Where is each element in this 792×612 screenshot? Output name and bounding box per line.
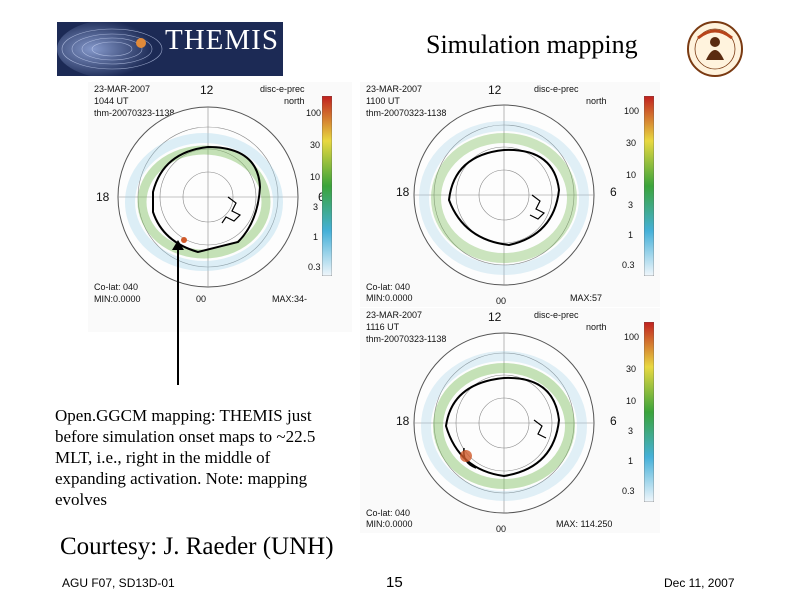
color-scale-bar <box>644 322 654 502</box>
scale-tick: 10 <box>626 396 637 406</box>
themis-badge-icon <box>686 20 744 78</box>
panel-min: MIN:0.0000 <box>94 294 141 304</box>
pointer-arrow <box>172 240 184 385</box>
scale-tick: 100 <box>306 108 322 118</box>
mlt-label-top: 12 <box>200 83 214 97</box>
mlt-label-left: 18 <box>396 185 410 199</box>
mlt-label-bottom: 00 <box>196 294 207 304</box>
panel-date: 23-MAR-2007 <box>94 84 151 94</box>
aurora-map-panel-1: 23-MAR-2007 1044 UT thm-20070323-1138 di… <box>88 82 352 332</box>
mlt-label-right: 6 <box>318 190 325 204</box>
panel-colat: Co-lat: 040 <box>94 282 139 292</box>
scale-tick: 30 <box>626 364 637 374</box>
logo-text: THEMIS <box>165 24 279 56</box>
polar-map <box>117 106 299 288</box>
mlt-label-left: 18 <box>396 414 410 428</box>
scale-tick: 0.3 <box>622 486 635 496</box>
panel-time: 1116 UT <box>366 322 400 332</box>
themis-logo: THEMIS <box>57 22 283 76</box>
panel-colat: Co-lat: 040 <box>366 508 411 518</box>
panel-max: MAX: 114.250 <box>556 519 613 529</box>
color-scale-bar <box>644 96 654 276</box>
scale-tick: 30 <box>310 140 321 150</box>
panel-hemisphere-label: disc-e-prec <box>534 310 579 320</box>
mlt-label-right: 6 <box>610 414 617 428</box>
panel-hemisphere: north <box>586 322 607 332</box>
aurora-map-panel-2: 23-MAR-2007 1100 UT thm-20070323-1138 di… <box>360 82 660 307</box>
panel-max: MAX:57 <box>570 293 603 303</box>
mlt-label-left: 18 <box>96 190 110 204</box>
panel-date: 23-MAR-2007 <box>366 84 423 94</box>
panel-time: 1100 UT <box>366 96 400 106</box>
scale-tick: 1 <box>628 456 634 466</box>
panel-run: thm-20070323-1138 <box>366 334 447 344</box>
scale-tick: 3 <box>628 200 634 210</box>
mlt-label-top: 12 <box>488 83 502 97</box>
panel-hemisphere: north <box>586 96 607 106</box>
panel-time: 1044 UT <box>94 96 129 106</box>
scale-tick: 10 <box>310 172 321 182</box>
footer-date: Dec 11, 2007 <box>664 576 735 590</box>
scale-tick: 10 <box>626 170 637 180</box>
scale-tick: 0.3 <box>308 262 321 272</box>
scale-tick: 1 <box>313 232 319 242</box>
panel-colat: Co-lat: 040 <box>366 282 411 292</box>
panel-run: thm-20070323-1138 <box>366 108 447 118</box>
color-scale-bar <box>322 96 332 276</box>
mapping-description: Open.GGCM mapping: THEMIS just before si… <box>55 406 316 509</box>
panel-run: thm-20070323-1138 <box>94 108 175 118</box>
aurora-map-panel-3: 23-MAR-2007 1116 UT thm-20070323-1138 di… <box>360 308 660 534</box>
panel-date: 23-MAR-2007 <box>366 310 423 320</box>
footer-meeting: AGU F07, SD13D-01 <box>62 576 175 590</box>
courtesy-credit: Courtesy: J. Raeder (UNH) <box>60 533 334 560</box>
mlt-label-top: 12 <box>488 310 502 324</box>
scale-tick: 30 <box>626 138 637 148</box>
mlt-label-bottom: 00 <box>496 296 507 306</box>
scale-tick: 3 <box>313 202 319 212</box>
panel-min: MIN:0.0000 <box>366 293 413 303</box>
panel-hemisphere: north <box>284 96 305 106</box>
panel-min: MIN:0.0000 <box>366 519 413 529</box>
mlt-label-right: 6 <box>610 185 617 199</box>
scale-tick: 0.3 <box>622 260 635 270</box>
scale-tick: 3 <box>628 426 634 436</box>
scale-tick: 1 <box>628 230 634 240</box>
earth-orbit-icon <box>57 22 283 76</box>
polar-map <box>413 332 595 514</box>
panel-max: MAX:34- <box>272 294 308 304</box>
panel-hemisphere-label: disc-e-prec <box>260 84 305 94</box>
mlt-label-bottom: 00 <box>496 524 507 534</box>
slide-title: Simulation mapping <box>426 30 638 59</box>
polar-map <box>413 104 595 286</box>
scale-tick: 100 <box>624 106 640 116</box>
scale-tick: 100 <box>624 332 640 342</box>
panel-hemisphere-label: disc-e-prec <box>534 84 579 94</box>
page-number: 15 <box>386 574 403 591</box>
